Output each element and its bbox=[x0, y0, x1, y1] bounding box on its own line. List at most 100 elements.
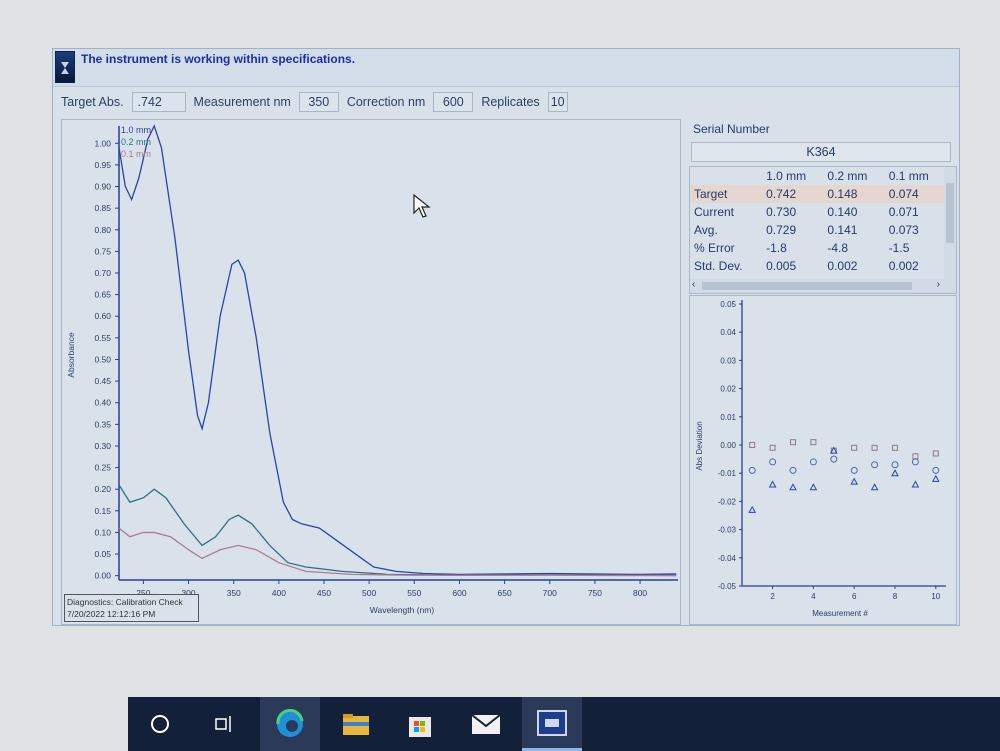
app-window: The instrument is working within specifi… bbox=[52, 48, 960, 626]
y-tick-label: 0.30 bbox=[94, 441, 111, 451]
vertical-scrollbar[interactable] bbox=[944, 167, 956, 279]
cell: 0.140 bbox=[827, 205, 858, 219]
x-tick-label: 650 bbox=[498, 588, 512, 598]
data-point-square bbox=[871, 444, 878, 451]
column-header: 1.0 mm bbox=[766, 169, 807, 183]
data-point-square bbox=[892, 444, 898, 451]
row-label: Avg. bbox=[694, 223, 718, 237]
y-tick-label: 0.55 bbox=[94, 333, 111, 343]
table-row[interactable]: Current 0.730 0.140 0.071 bbox=[690, 203, 946, 221]
data-point-triangle bbox=[850, 477, 859, 485]
store-icon[interactable] bbox=[390, 697, 450, 751]
cell: -1.5 bbox=[888, 241, 910, 255]
x-tick-label: 700 bbox=[543, 588, 557, 598]
column-header: 0.1 mm bbox=[888, 169, 929, 183]
data-point-triangle bbox=[891, 469, 899, 477]
x-tick-label: 350 bbox=[227, 588, 241, 598]
row-label: Current bbox=[694, 205, 735, 219]
y-tick-label: 0.70 bbox=[94, 268, 111, 278]
diagnostics-timestamp: 7/20/2022 12:12:16 PM bbox=[67, 609, 156, 619]
data-point-triangle bbox=[768, 480, 777, 488]
data-point-triangle bbox=[789, 483, 797, 491]
y-tick-label: 0.60 bbox=[94, 311, 111, 321]
table-row[interactable]: % Error -1.8 -4.8 -1.5 bbox=[690, 239, 946, 257]
correction-nm-field[interactable]: 600 bbox=[433, 92, 474, 112]
x-tick-label: 800 bbox=[633, 588, 647, 598]
spectrum-chart: 0.00 0.05 0.10 0.15 0.20 0.25 0.30 0.35 0.40 0.45… bbox=[66, 124, 678, 615]
y-tick-label: 0.50 bbox=[94, 354, 111, 364]
y-tick-label: -0.04 bbox=[718, 554, 737, 563]
replicates-field[interactable]: 10 bbox=[547, 92, 568, 112]
data-point-circle bbox=[911, 458, 919, 466]
y-tick-label: 0.45 bbox=[94, 376, 111, 386]
data-point-circle bbox=[789, 466, 797, 474]
data-point-triangle bbox=[911, 480, 920, 488]
results-table: 1.0 mm 0.2 mm 0.1 mm Target 0.742 0.148 0.0… bbox=[689, 166, 957, 294]
data-point-circle bbox=[830, 455, 838, 463]
x-tick-label: 8 bbox=[893, 592, 898, 601]
data-point-triangle bbox=[809, 483, 818, 491]
y-axis-label: Abs Deviation bbox=[695, 421, 704, 470]
horizontal-scrollbar[interactable]: ‹ › bbox=[690, 279, 956, 293]
measurement-nm-label: Measurement nm bbox=[193, 95, 291, 109]
y-tick-label: 0.65 bbox=[94, 290, 111, 300]
y-tick-label: 0.05 bbox=[720, 300, 736, 309]
cell: -4.8 bbox=[827, 241, 849, 255]
cell: -1.8 bbox=[766, 241, 787, 255]
y-tick-label: 0.00 bbox=[720, 441, 736, 450]
instrument-logo-icon bbox=[55, 51, 75, 83]
results-panel: Serial Number K364 1.0 mm 0.2 mm 0.1 mm … bbox=[689, 119, 957, 294]
cell: 0.141 bbox=[827, 223, 858, 237]
cell: 0.005 bbox=[766, 259, 797, 273]
table-row[interactable]: Target 0.742 0.148 0.074 bbox=[690, 185, 946, 203]
status-message: The instrument is working within specifi… bbox=[81, 52, 356, 66]
y-tick-label: 0.02 bbox=[720, 385, 736, 394]
y-tick-label: 0.10 bbox=[94, 527, 111, 537]
cell: 0.730 bbox=[766, 205, 797, 219]
y-tick-label: 0.01 bbox=[720, 413, 736, 422]
data-point-circle bbox=[850, 466, 858, 474]
file-explorer-icon[interactable] bbox=[326, 697, 386, 751]
data-point-circle bbox=[809, 458, 817, 466]
diagnostics-title: Diagnostics: Calibration Check bbox=[67, 597, 183, 607]
x-tick-label: 2 bbox=[770, 592, 775, 601]
cell: 0.148 bbox=[827, 187, 858, 201]
legend-entry: 0.1 mm bbox=[121, 149, 151, 159]
cell: 0.071 bbox=[888, 205, 919, 219]
table-row[interactable]: Std. Dev. 0.005 0.002 0.002 bbox=[690, 257, 946, 275]
edge-icon[interactable] bbox=[260, 697, 320, 751]
correction-nm-label: Correction nm bbox=[346, 95, 426, 109]
y-tick-label: 0.90 bbox=[94, 182, 111, 192]
deviation-plot: -0.05 -0.04 -0.03 -0.02 -0.01 0.00 0.01 0.02 0.0… bbox=[689, 295, 957, 625]
y-tick-label: 0.95 bbox=[94, 160, 111, 170]
x-tick-label: 600 bbox=[452, 588, 466, 598]
data-point-circle bbox=[891, 461, 899, 469]
data-point-square bbox=[769, 444, 776, 451]
y-tick-label: 0.15 bbox=[94, 506, 111, 516]
x-tick-label: 6 bbox=[852, 592, 857, 601]
search-icon[interactable] bbox=[130, 697, 190, 751]
taskbar bbox=[128, 697, 1000, 751]
cell: 0.729 bbox=[766, 223, 797, 237]
y-tick-label: 0.80 bbox=[94, 225, 111, 235]
status-banner: The instrument is working within specifi… bbox=[53, 49, 959, 87]
target-abs-label: Target Abs. bbox=[61, 95, 124, 109]
table-row[interactable]: Avg. 0.729 0.141 0.073 bbox=[690, 221, 946, 239]
x-tick-label: 250 bbox=[136, 588, 150, 598]
instrument-app-icon[interactable] bbox=[522, 697, 582, 751]
x-tick-label: 750 bbox=[588, 588, 602, 598]
y-tick-label: 0.00 bbox=[94, 571, 111, 581]
data-point-triangle bbox=[870, 483, 879, 491]
row-label: % Error bbox=[694, 241, 735, 255]
measurement-nm-field[interactable]: 350 bbox=[298, 92, 339, 112]
y-tick-label: -0.01 bbox=[718, 469, 737, 478]
task-view-icon[interactable] bbox=[194, 697, 254, 751]
y-tick-label: 1.00 bbox=[94, 138, 111, 148]
cell: 0.742 bbox=[766, 187, 797, 201]
target-abs-field[interactable]: .742 bbox=[131, 92, 186, 112]
y-tick-label: -0.05 bbox=[718, 582, 737, 591]
y-tick-label: 0.03 bbox=[720, 356, 736, 365]
x-tick-label: 300 bbox=[181, 588, 195, 598]
column-header: 0.2 mm bbox=[827, 169, 868, 183]
mail-icon[interactable] bbox=[456, 697, 516, 751]
